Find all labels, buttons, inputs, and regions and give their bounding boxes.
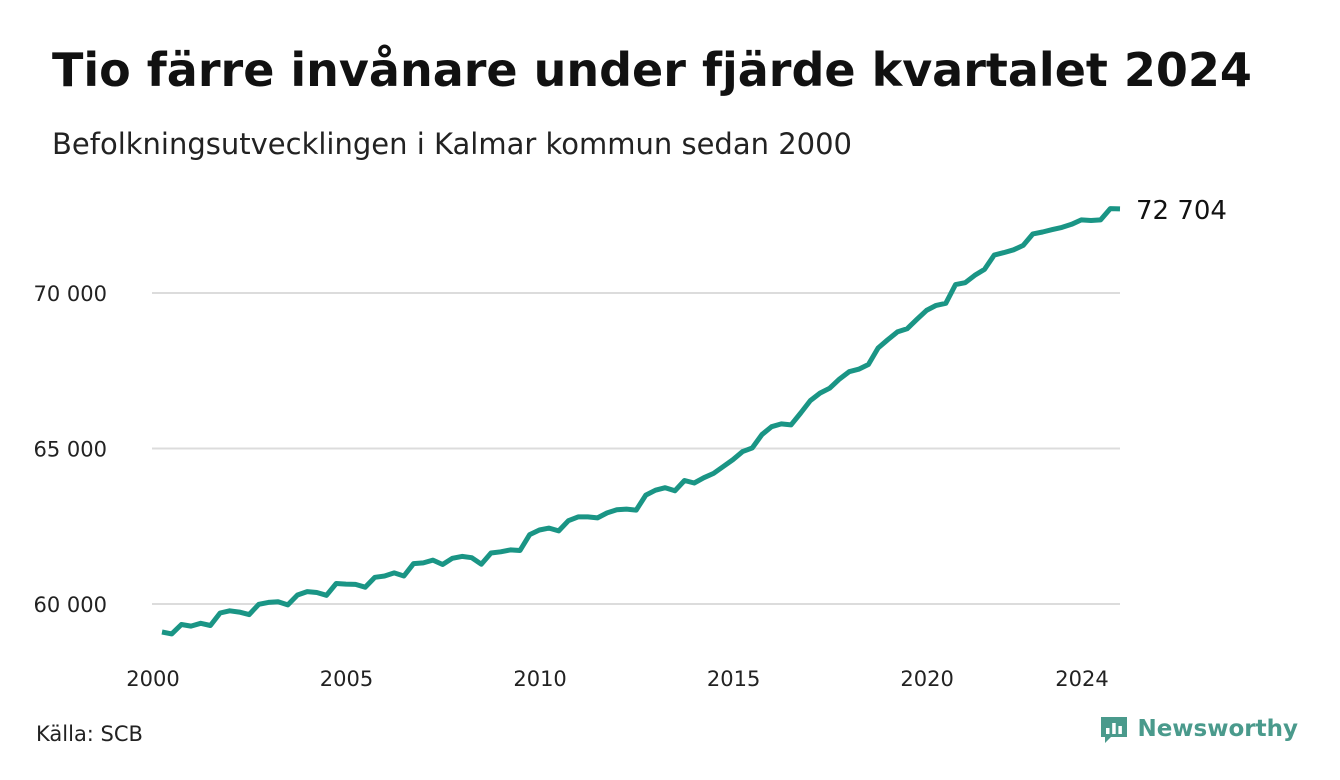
y-axis-labels: 60 000 65 000 70 000 bbox=[34, 282, 107, 617]
x-tick-label: 2024 bbox=[1055, 667, 1108, 691]
y-tick-label: 65 000 bbox=[34, 438, 107, 462]
newsworthy-logo[interactable]: Newsworthy bbox=[1099, 714, 1298, 744]
x-tick-label: 2000 bbox=[126, 667, 179, 691]
x-tick-label: 2020 bbox=[900, 667, 953, 691]
x-tick-label: 2010 bbox=[513, 667, 566, 691]
end-value-labels: 72 704 bbox=[1136, 196, 1227, 226]
end-value-label: 72 704 bbox=[1136, 196, 1227, 226]
x-tick-label: 2005 bbox=[320, 667, 373, 691]
x-tick-label: 2015 bbox=[707, 667, 760, 691]
y-tick-label: 60 000 bbox=[34, 593, 107, 617]
series-line bbox=[161, 206, 1121, 637]
gridlines bbox=[152, 292, 1120, 605]
brand-name: Newsworthy bbox=[1137, 716, 1298, 742]
chart-subtitle: Befolkningsutvecklingen i Kalmar kommun … bbox=[52, 127, 852, 161]
page-title: Tio färre invånare under fjärde kvartale… bbox=[52, 43, 1252, 97]
x-axis-labels: 2000 2005 2010 2015 2020 2024 bbox=[126, 667, 1108, 691]
source-note: Källa: SCB bbox=[36, 722, 143, 746]
newsworthy-logo-icon bbox=[1101, 717, 1128, 743]
series-layer bbox=[161, 206, 1121, 637]
y-tick-label: 70 000 bbox=[34, 282, 107, 306]
